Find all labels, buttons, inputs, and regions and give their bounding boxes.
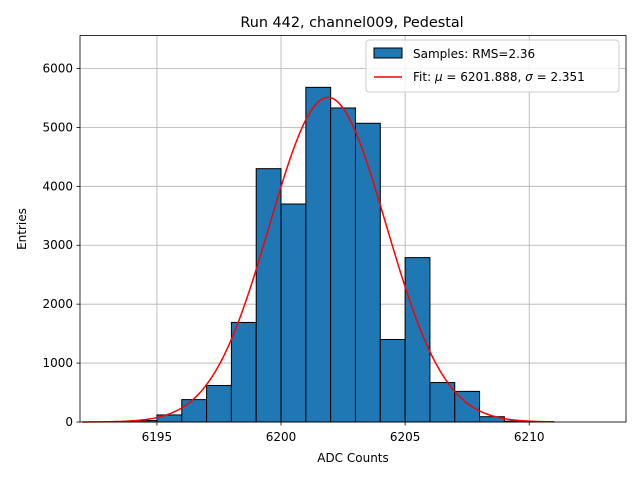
y-tick-label: 0 [65, 415, 73, 429]
histogram-bar [181, 399, 208, 423]
histogram-bar [379, 339, 406, 423]
histogram-bar [354, 122, 381, 423]
legend-fit-prefix: Fit: [413, 70, 435, 84]
histogram-bar [230, 321, 257, 423]
histogram-bar [330, 107, 356, 423]
y-tick-label: 3000 [42, 238, 73, 252]
legend-fit-label: Fit: μ = 6201.888, σ = 2.351 [413, 70, 585, 84]
y-tick-label: 2000 [42, 297, 73, 311]
y-tick-label: 1000 [42, 356, 73, 370]
y-tick-label: 6000 [42, 61, 73, 75]
histogram-bar [305, 86, 332, 423]
plot-area-frame [79, 35, 627, 423]
y-axis-label: Entries [15, 208, 29, 250]
legend-fit-sigma-value: = 2.351 [533, 70, 585, 84]
legend-samples-swatch [373, 47, 403, 59]
histogram-bar [429, 382, 456, 423]
histogram-bar [206, 384, 232, 423]
x-tick-label: 6205 [390, 430, 421, 444]
legend-samples-label: Samples: RMS=2.36 [413, 47, 535, 61]
histogram-bar [280, 203, 307, 423]
x-tick-label: 6200 [266, 430, 297, 444]
legend-fit-mu-symbol: μ [434, 70, 443, 84]
histogram-bar [255, 168, 282, 423]
legend-fit-sigma-symbol: σ [525, 70, 533, 84]
x-tick-label: 6210 [514, 430, 545, 444]
y-tick-label: 4000 [42, 179, 73, 193]
x-tick-label: 6195 [142, 430, 173, 444]
chart-title: Run 442, channel009, Pedestal [240, 15, 463, 31]
x-axis-label: ADC Counts [317, 451, 389, 465]
legend-fit-mu-value: = 6201.888, [443, 70, 526, 84]
y-tick-label: 5000 [42, 120, 73, 134]
legend: Samples: RMS=2.36 Fit: μ = 6201.888, σ =… [365, 39, 620, 93]
gaussian-fit-line [82, 96, 555, 423]
x-axis-ticks: 6195 6200 6205 6210 [142, 422, 545, 444]
histogram-bar [404, 257, 431, 423]
y-axis-ticks: 0 1000 2000 3000 4000 5000 6000 [42, 61, 80, 429]
legend-frame [365, 39, 620, 93]
